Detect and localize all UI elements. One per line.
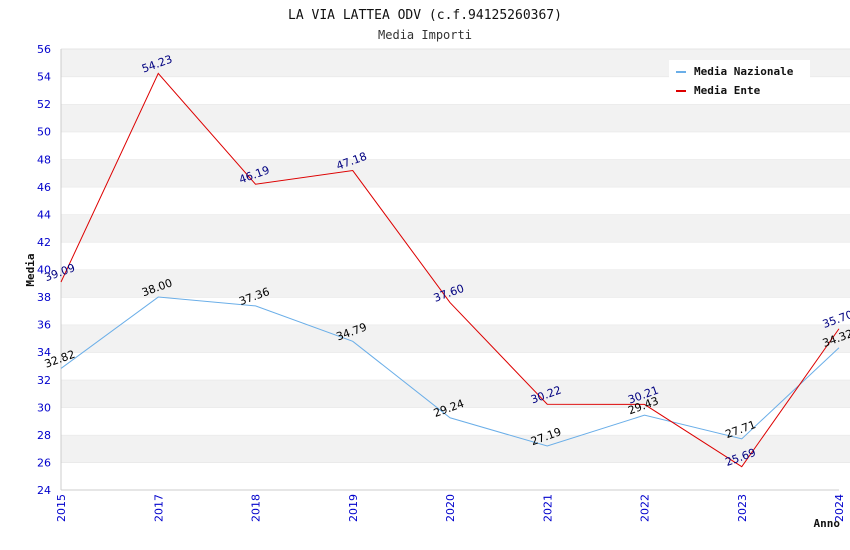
y-tick-label: 56 (37, 43, 51, 56)
y-tick-label: 30 (37, 401, 51, 414)
x-tick-label: 2024 (833, 494, 846, 522)
grid-band (61, 186, 850, 215)
y-tick-label: 46 (37, 181, 51, 194)
y-tick-label: 42 (37, 236, 51, 249)
y-axis-title: Media (24, 253, 37, 286)
y-tick-label: 50 (37, 126, 51, 139)
y-tick-label: 48 (37, 153, 51, 166)
grid-band (61, 462, 850, 490)
grid-band (61, 324, 850, 353)
grid-band (61, 434, 850, 463)
x-tick-label: 2022 (639, 494, 652, 522)
x-tick-label: 2019 (347, 494, 360, 522)
x-tick-label: 2023 (736, 494, 749, 522)
x-tick-label: 2015 (55, 494, 68, 522)
series-line-media-ente (60, 72, 840, 468)
chart-subtitle: Media Importi (378, 28, 472, 42)
grid-band (61, 352, 850, 380)
y-tick-label: 28 (37, 429, 51, 442)
series-line-media-nazionale (60, 296, 840, 447)
x-tick-labels: 2015 2017 2018 2019 2020 2021 2022 2023 2024 (55, 494, 846, 522)
grid-band (61, 297, 850, 325)
y-tick-label: 34 (37, 346, 51, 359)
grid-band (61, 269, 850, 298)
grid-band (61, 407, 850, 435)
y-tick-label: 54 (37, 71, 51, 84)
x-tick-label: 2020 (444, 494, 457, 522)
grid-band (61, 241, 850, 270)
series-lines (60, 72, 840, 468)
legend-label-media-ente: Media Ente (694, 84, 761, 97)
x-axis-title: Anno (814, 517, 841, 530)
y-tick-label: 40 (37, 264, 51, 277)
legend-label-media-nazionale: Media Nazionale (694, 65, 794, 78)
y-tick-label: 24 (37, 484, 51, 497)
grid-band (61, 131, 850, 160)
x-tick-label: 2017 (152, 494, 165, 522)
axes (60, 49, 839, 491)
chart-title: LA VIA LATTEA ODV (c.f.94125260367) (288, 8, 562, 23)
x-tick-label: 2021 (541, 494, 554, 522)
grid-bands (61, 48, 850, 490)
grid-band (61, 214, 850, 242)
y-tick-label: 26 (37, 456, 51, 469)
grid-band (61, 159, 850, 187)
y-tick-labels: 24 26 28 30 32 34 36 38 40 42 44 46 48 50 52 54 56 (37, 43, 51, 497)
legend: Media Nazionale Media Ente (669, 60, 810, 100)
y-tick-label: 52 (37, 98, 51, 111)
y-tick-label: 44 (37, 208, 51, 221)
legend-box (669, 60, 810, 100)
grid-band (61, 104, 850, 132)
x-tick-label: 2018 (250, 494, 263, 522)
y-tick-label: 36 (37, 319, 51, 332)
y-tick-label: 32 (37, 374, 51, 387)
y-tick-label: 38 (37, 291, 51, 304)
grid-band (61, 379, 850, 408)
